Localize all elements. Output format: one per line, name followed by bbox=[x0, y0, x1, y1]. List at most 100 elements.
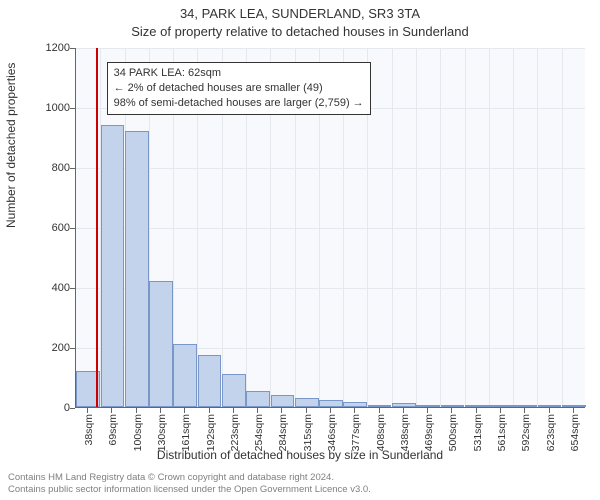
x-tick-mark bbox=[451, 408, 452, 413]
histogram-bar bbox=[101, 125, 125, 407]
x-tick-label: 500sqm bbox=[447, 414, 459, 451]
footer-attribution: Contains HM Land Registry data © Crown c… bbox=[8, 472, 371, 496]
x-tick-mark bbox=[281, 408, 282, 413]
histogram-bar bbox=[125, 131, 149, 407]
y-tick-mark bbox=[70, 228, 75, 229]
histogram-bar bbox=[538, 405, 562, 407]
annotation-box: 34 PARK LEA: 62sqm← 2% of detached house… bbox=[107, 62, 371, 115]
y-tick-label: 200 bbox=[30, 342, 70, 354]
histogram-bar bbox=[562, 405, 586, 407]
histogram-bar bbox=[222, 374, 246, 407]
footer-line2: Contains public sector information licen… bbox=[8, 484, 371, 496]
x-tick-label: 377sqm bbox=[350, 414, 362, 451]
x-tick-mark bbox=[257, 408, 258, 413]
gridline-h bbox=[76, 228, 585, 229]
footer-line1: Contains HM Land Registry data © Crown c… bbox=[8, 472, 371, 484]
annotation-line2: ← 2% of detached houses are smaller (49) bbox=[114, 81, 364, 96]
y-tick-mark bbox=[70, 288, 75, 289]
y-tick-mark bbox=[70, 48, 75, 49]
gridline-v bbox=[562, 48, 563, 407]
gridline-v bbox=[537, 48, 538, 407]
x-tick-mark bbox=[233, 408, 234, 413]
x-tick-label: 192sqm bbox=[205, 414, 217, 451]
gridline-h bbox=[76, 48, 585, 49]
chart-title-line2: Size of property relative to detached ho… bbox=[0, 24, 600, 39]
histogram-bar bbox=[198, 355, 222, 408]
gridline-v bbox=[440, 48, 441, 407]
y-tick-label: 1000 bbox=[30, 102, 70, 114]
x-tick-mark bbox=[524, 408, 525, 413]
annotation-line3: 98% of semi-detached houses are larger (… bbox=[114, 96, 364, 111]
x-tick-label: 623sqm bbox=[545, 414, 557, 451]
x-tick-mark bbox=[354, 408, 355, 413]
histogram-bar bbox=[343, 402, 367, 407]
x-tick-mark bbox=[160, 408, 161, 413]
x-tick-mark bbox=[500, 408, 501, 413]
gridline-v bbox=[513, 48, 514, 407]
gridline-v bbox=[465, 48, 466, 407]
chart-container: 34, PARK LEA, SUNDERLAND, SR3 3TA Size o… bbox=[0, 0, 600, 500]
x-tick-label: 469sqm bbox=[423, 414, 435, 451]
histogram-bar bbox=[465, 405, 489, 407]
x-tick-label: 100sqm bbox=[132, 414, 144, 451]
x-tick-label: 438sqm bbox=[399, 414, 411, 451]
x-tick-mark bbox=[87, 408, 88, 413]
y-tick-mark bbox=[70, 108, 75, 109]
histogram-bar bbox=[149, 281, 173, 407]
y-tick-mark bbox=[70, 348, 75, 349]
x-tick-mark bbox=[573, 408, 574, 413]
y-tick-label: 600 bbox=[30, 222, 70, 234]
x-tick-label: 38sqm bbox=[83, 414, 95, 446]
x-tick-label: 592sqm bbox=[520, 414, 532, 451]
histogram-bar bbox=[368, 405, 392, 407]
gridline-h bbox=[76, 168, 585, 169]
x-tick-mark bbox=[111, 408, 112, 413]
gridline-v bbox=[416, 48, 417, 407]
y-axis-label: Number of detached properties bbox=[4, 63, 18, 228]
y-tick-mark bbox=[70, 168, 75, 169]
gridline-v bbox=[392, 48, 393, 407]
x-tick-label: 69sqm bbox=[107, 414, 119, 446]
x-tick-label: 315sqm bbox=[302, 414, 314, 451]
x-tick-label: 561sqm bbox=[496, 414, 508, 451]
histogram-bar bbox=[441, 405, 465, 407]
x-tick-mark bbox=[476, 408, 477, 413]
y-tick-label: 0 bbox=[30, 402, 70, 414]
y-tick-mark bbox=[70, 408, 75, 409]
histogram-bar bbox=[173, 344, 197, 407]
x-tick-label: 161sqm bbox=[180, 414, 192, 451]
x-tick-label: 223sqm bbox=[229, 414, 241, 451]
x-tick-label: 130sqm bbox=[156, 414, 168, 451]
x-tick-mark bbox=[184, 408, 185, 413]
x-tick-mark bbox=[549, 408, 550, 413]
histogram-bar bbox=[295, 398, 319, 407]
gridline-v bbox=[489, 48, 490, 407]
x-tick-mark bbox=[136, 408, 137, 413]
y-tick-label: 1200 bbox=[30, 42, 70, 54]
plot-area: 34 PARK LEA: 62sqm← 2% of detached house… bbox=[75, 48, 585, 408]
x-tick-label: 654sqm bbox=[569, 414, 581, 451]
x-tick-label: 408sqm bbox=[375, 414, 387, 451]
x-tick-label: 531sqm bbox=[472, 414, 484, 451]
x-tick-mark bbox=[427, 408, 428, 413]
x-tick-label: 284sqm bbox=[277, 414, 289, 451]
y-tick-label: 400 bbox=[30, 282, 70, 294]
histogram-bar bbox=[489, 405, 513, 407]
x-tick-mark bbox=[330, 408, 331, 413]
reference-line bbox=[96, 48, 98, 407]
histogram-bar bbox=[416, 405, 440, 407]
histogram-bar bbox=[246, 391, 270, 408]
histogram-bar bbox=[513, 405, 537, 407]
x-tick-label: 254sqm bbox=[253, 414, 265, 451]
annotation-line1: 34 PARK LEA: 62sqm bbox=[114, 66, 364, 81]
histogram-bar bbox=[319, 400, 343, 407]
x-tick-mark bbox=[306, 408, 307, 413]
x-tick-mark bbox=[379, 408, 380, 413]
histogram-bar bbox=[392, 403, 416, 407]
x-axis-label: Distribution of detached houses by size … bbox=[0, 448, 600, 462]
x-tick-mark bbox=[403, 408, 404, 413]
x-tick-label: 346sqm bbox=[326, 414, 338, 451]
chart-title-line1: 34, PARK LEA, SUNDERLAND, SR3 3TA bbox=[0, 6, 600, 21]
x-tick-mark bbox=[209, 408, 210, 413]
histogram-bar bbox=[271, 395, 295, 407]
